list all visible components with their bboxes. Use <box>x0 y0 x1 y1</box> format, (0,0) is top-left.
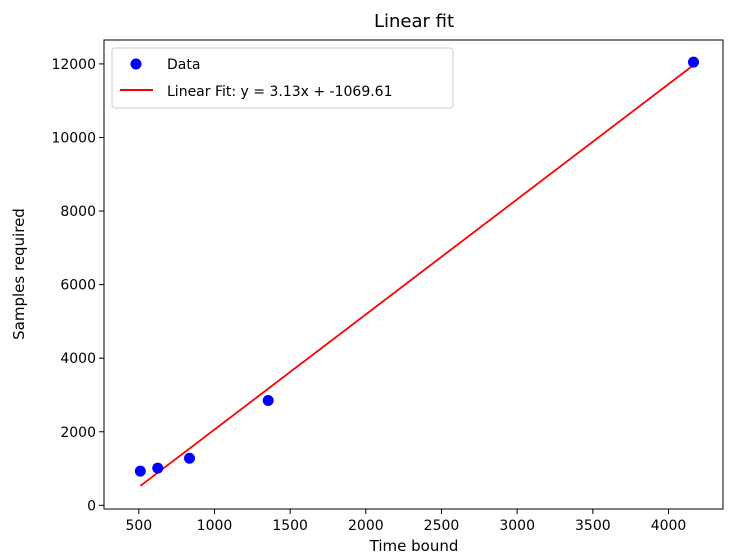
legend: Data Linear Fit: y = 3.13x + -1069.61 <box>111 47 454 109</box>
x-axis-ticks: 500 1000 1500 2000 2500 3000 3500 4000 <box>125 509 686 534</box>
x-axis-label: Time bound <box>369 537 459 555</box>
legend-data-marker <box>130 58 142 70</box>
data-point <box>687 56 699 68</box>
data-point <box>262 394 274 406</box>
data-point <box>184 452 196 464</box>
x-tick-label: 3500 <box>575 518 611 534</box>
y-tick-label: 0 <box>87 498 96 514</box>
y-axis-ticks: 0 2000 4000 6000 8000 10000 12000 <box>51 57 104 514</box>
x-tick-label: 4000 <box>651 518 687 534</box>
legend-data-label: Data <box>167 57 200 73</box>
y-tick-label: 2000 <box>60 425 96 441</box>
y-tick-label: 4000 <box>60 351 96 367</box>
y-tick-label: 12000 <box>51 57 96 73</box>
plot-frame <box>103 39 724 510</box>
data-point <box>152 462 164 474</box>
y-tick-label: 8000 <box>60 204 96 220</box>
legend-box <box>111 47 454 109</box>
x-tick-label: 1000 <box>197 518 233 534</box>
x-tick-label: 2000 <box>348 518 384 534</box>
legend-fit-label: Linear Fit: y = 3.13x + -1069.61 <box>167 84 393 100</box>
x-tick-label: 1500 <box>272 518 308 534</box>
x-tick-label: 2500 <box>424 518 460 534</box>
plot-area <box>134 56 699 487</box>
x-tick-label: 3000 <box>499 518 535 534</box>
y-axis-label: Samples required <box>10 208 28 340</box>
data-point <box>134 465 146 477</box>
chart-title: Linear fit <box>374 11 454 32</box>
fit-line <box>139 64 695 487</box>
y-tick-label: 6000 <box>60 278 96 294</box>
x-tick-label: 500 <box>125 518 152 534</box>
y-tick-label: 10000 <box>51 130 96 146</box>
